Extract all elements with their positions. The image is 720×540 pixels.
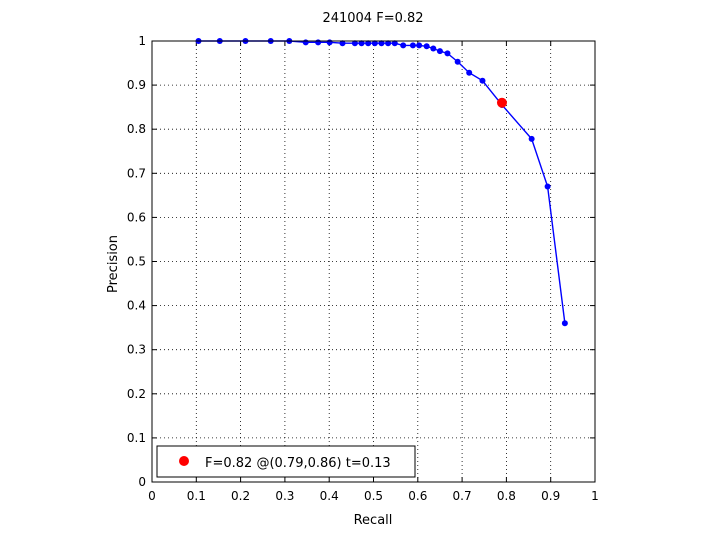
x-tick-label: 0.8: [497, 489, 516, 503]
data-point: [339, 40, 346, 47]
axes-frame: [151, 40, 596, 483]
x-tick-label: 0.4: [320, 489, 339, 503]
data-point: [544, 183, 551, 190]
series-precision-recall: [195, 38, 568, 327]
data-point: [423, 43, 430, 50]
y-tick-label: 0.4: [127, 299, 146, 313]
y-tick-label: 0.7: [127, 166, 146, 180]
legend-label: F=0.82 @(0.79,0.86) t=0.13: [205, 456, 391, 471]
data-point: [479, 77, 486, 84]
x-tick-label: 0.9: [541, 489, 560, 503]
y-tick-label: 0.1: [127, 431, 146, 445]
y-tick-label: 1: [138, 34, 146, 48]
best-f-marker: [496, 97, 507, 108]
data-point: [444, 50, 451, 57]
x-axis-label: Recall: [354, 513, 393, 528]
legend: F=0.82 @(0.79,0.86) t=0.13: [156, 445, 416, 478]
x-tick-label: 0.2: [231, 489, 250, 503]
data-point: [436, 48, 443, 55]
x-tick-label: 1: [591, 489, 599, 503]
data-point: [416, 42, 423, 49]
data-point: [466, 69, 473, 76]
data-point: [371, 40, 378, 47]
data-point: [400, 42, 407, 49]
data-point: [302, 39, 309, 46]
data-point: [378, 40, 385, 47]
x-tick-labels: 0 0.1 0.2 0.3 0.4 0.5 0.6 0.7 0.8 0.9 1: [148, 489, 599, 503]
data-point: [365, 40, 372, 47]
x-tick-label: 0.6: [408, 489, 427, 503]
data-point: [315, 39, 322, 46]
x-tick-label: 0.5: [364, 489, 383, 503]
y-axis-label: Precision: [106, 235, 121, 293]
x-tick-label: 0: [148, 489, 156, 503]
y-tick-label: 0.2: [127, 387, 146, 401]
legend-box: [156, 445, 416, 478]
data-point: [561, 320, 568, 327]
data-point: [528, 135, 535, 142]
x-tick-label: 0.7: [453, 489, 472, 503]
x-tick-label: 0.3: [275, 489, 294, 503]
data-point: [385, 40, 392, 47]
y-tick-label: 0.3: [127, 343, 146, 357]
best-f-point: [496, 97, 507, 108]
x-tick-label: 0.1: [187, 489, 206, 503]
data-point: [409, 42, 416, 49]
data-point: [391, 40, 398, 47]
y-tick-label: 0.8: [127, 122, 146, 136]
data-point: [358, 40, 365, 47]
data-point: [454, 58, 461, 65]
y-tick-labels: 0 0.1 0.2 0.3 0.4 0.5 0.6 0.7 0.8 0.9 1: [127, 34, 146, 489]
y-tick-label: 0.9: [127, 78, 146, 92]
plot-title: 241004 F=0.82: [322, 11, 423, 26]
legend-marker: [179, 456, 189, 466]
data-point: [326, 39, 333, 46]
y-tick-label: 0.6: [127, 210, 146, 224]
y-tick-label: 0.5: [127, 255, 146, 269]
y-tick-label: 0: [138, 475, 146, 489]
data-point: [351, 40, 358, 47]
grid: [152, 41, 595, 482]
plot-area: [151, 38, 596, 483]
data-point: [430, 45, 437, 52]
